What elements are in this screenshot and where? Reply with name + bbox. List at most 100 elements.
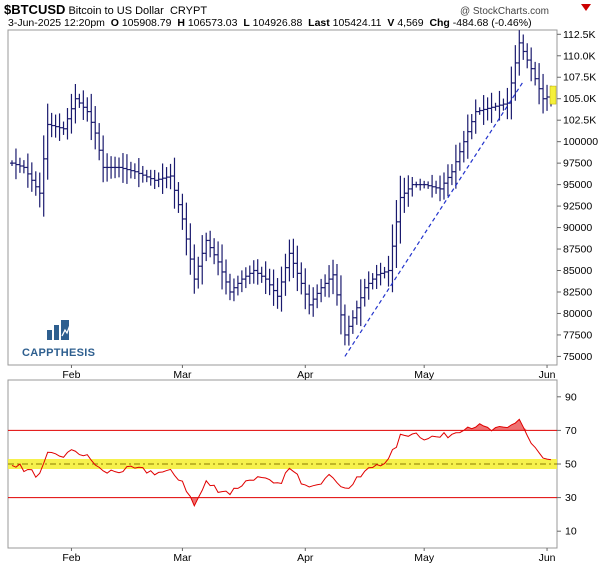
price-bar (176, 182, 181, 213)
price-bar (354, 300, 359, 325)
price-bar (184, 202, 189, 256)
price-bar (303, 268, 308, 310)
price-bar (255, 259, 260, 285)
price-bar (311, 287, 316, 317)
last-price-marker (549, 85, 557, 105)
instrument-name: Bitcoin to US Dollar (68, 5, 164, 17)
price-bar (406, 175, 411, 207)
ohlc-line: 3-Jun-2025 12:20pm O 105908.79 H 106573.… (8, 17, 532, 29)
last-label: Last (308, 17, 330, 29)
high-label: H (177, 17, 185, 29)
open-value: 105908.79 (121, 17, 172, 29)
low-label: L (243, 17, 250, 29)
rsi-tick-label: 30 (565, 492, 577, 504)
price-bar (501, 98, 506, 111)
price-bar (453, 144, 458, 189)
price-bar (545, 84, 550, 111)
price-tick-label: 85000 (563, 265, 592, 277)
price-bar (323, 274, 328, 297)
price-bar (541, 73, 546, 114)
price-bar (350, 310, 355, 334)
price-bar (37, 172, 42, 208)
price-bar (25, 153, 30, 188)
price-month-label: Jun (539, 369, 556, 381)
price-bar (279, 266, 284, 312)
price-bar (180, 193, 185, 230)
price-bar (481, 95, 486, 125)
price-bar (251, 260, 256, 284)
price-bar (13, 148, 18, 180)
price-tick-label: 80000 (563, 308, 592, 320)
price-bar (263, 261, 268, 295)
price-bar (93, 106, 98, 150)
price-bar (521, 34, 526, 60)
price-bar (247, 265, 252, 285)
price-month-label: Feb (62, 369, 80, 381)
price-bar (188, 223, 193, 275)
rsi-tick-label: 10 (565, 526, 577, 538)
price-bar (97, 123, 102, 161)
price-bar (10, 160, 14, 166)
exchange: CRYPT (169, 5, 208, 17)
price-bar (477, 107, 482, 115)
support-trendline (344, 81, 524, 357)
price-bar (342, 304, 347, 346)
watermark: @ StockCharts.com (459, 6, 549, 17)
price-bar (81, 90, 86, 120)
price-bar (517, 30, 522, 76)
price-bar (117, 157, 122, 178)
price-bar (168, 163, 173, 190)
price-bar (208, 230, 213, 258)
price-bar (489, 92, 494, 123)
price-bar (152, 169, 157, 189)
price-bar (136, 158, 141, 188)
price-bar (398, 175, 403, 244)
price-tick-label: 112.5K (563, 29, 596, 41)
low-value: 104926.88 (252, 17, 303, 29)
price-bar (45, 103, 50, 180)
price-bar (113, 156, 118, 179)
price-bar (346, 315, 351, 346)
rsi-month-label: Feb (62, 552, 80, 564)
price-bar (172, 157, 177, 209)
price-bar (231, 278, 236, 302)
price-bar (434, 180, 439, 194)
price-bar (224, 259, 229, 295)
price-bar (319, 278, 324, 303)
price-bar (109, 156, 114, 179)
price-bar (485, 97, 490, 121)
price-bar (525, 43, 530, 69)
price-bar (291, 238, 296, 278)
rsi-month-label: Mar (173, 552, 192, 564)
price-bar (120, 153, 125, 183)
rsi-month-label: May (414, 552, 435, 564)
price-bar (283, 253, 288, 296)
price-bar (402, 177, 407, 213)
price-bar (164, 167, 169, 189)
price-bar (89, 93, 94, 141)
price-tick-label: 77500 (563, 329, 592, 341)
price-bar (204, 232, 209, 262)
logo-text: CAPPTHESIS (22, 347, 96, 359)
price-bar (259, 266, 264, 283)
open-label: O (110, 17, 119, 29)
price-bar (144, 169, 149, 183)
price-bar (374, 264, 379, 289)
price-bar (513, 45, 518, 101)
price-bar (418, 178, 423, 191)
rsi-midline-highlight (8, 459, 557, 469)
price-bar (192, 244, 197, 294)
price-bar (69, 93, 74, 134)
price-tick-label: 75000 (563, 351, 592, 363)
rsi-oversold-fill (12, 497, 551, 506)
last-value: 105424.11 (332, 17, 382, 29)
logo-icon (46, 320, 71, 340)
price-bar (315, 284, 320, 309)
price-tick-label: 107.5K (563, 72, 596, 84)
price-bar (287, 239, 292, 282)
price-bar (493, 102, 498, 111)
price-bar (441, 172, 446, 200)
price-month-label: May (414, 369, 435, 381)
price-bar (140, 165, 145, 183)
